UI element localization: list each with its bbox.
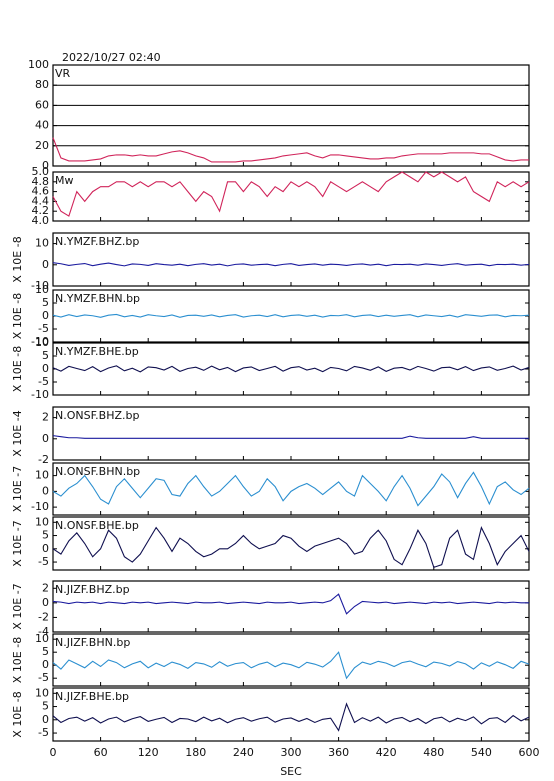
x-tick-label: 600 [519, 746, 540, 759]
y-tick-label: -5 [38, 671, 49, 684]
y-tick-label: 5 [42, 700, 49, 713]
y-tick-label: 2 [42, 581, 49, 594]
y-tick-label: 0 [42, 258, 49, 271]
y-tick-label: 10 [35, 469, 49, 482]
y-tick-label: -10 [31, 388, 49, 401]
y-tick-label: 5 [42, 349, 49, 362]
y-tick-label: 5 [42, 529, 49, 542]
y-axis-label: X 10E -7 [11, 520, 24, 566]
panel-label: N.ONSF.BHN.bp [55, 465, 140, 478]
y-tick-label: -4 [38, 625, 49, 638]
waveform [52, 702, 530, 732]
y-tick-label: -5 [38, 375, 49, 388]
y-tick-label: 5 [42, 296, 49, 309]
y-axis-label: X 10E -7 [11, 583, 24, 629]
x-tick-label: 240 [233, 746, 254, 759]
y-tick-label: -10 [31, 279, 49, 292]
panel-label: N.YMZF.BHN.bp [55, 292, 140, 305]
y-tick-label: 0 [42, 432, 49, 445]
y-tick-label: 100 [28, 58, 49, 71]
x-tick-label: 60 [94, 746, 108, 759]
waveform [52, 365, 530, 373]
y-axis-label: X 10E -7 [11, 466, 24, 512]
panel-label: N.YMZF.BHZ.bp [55, 235, 139, 248]
y-tick-label: -2 [38, 610, 49, 623]
panel-frame [52, 64, 530, 167]
x-tick-label: 300 [281, 746, 302, 759]
y-tick-label: 5.0 [32, 165, 50, 178]
waveform [52, 171, 530, 217]
y-tick-label: 0 [42, 309, 49, 322]
y-tick-label: 10 [35, 336, 49, 349]
waveform [52, 651, 530, 680]
waveform [52, 137, 529, 163]
y-tick-label: 10 [35, 283, 49, 296]
y-tick-label: 0 [42, 713, 49, 726]
x-tick-label: 420 [376, 746, 397, 759]
waveform [52, 593, 529, 615]
y-axis-label: X 10E -8 [11, 293, 24, 339]
panel-label: N.JIZF.BHN.bp [55, 636, 130, 649]
y-tick-label: 10 [35, 237, 49, 250]
y-tick-label: 2 [42, 411, 49, 424]
x-tick-label: 0 [50, 746, 57, 759]
chart-title: 2022/10/27 02:40 [62, 51, 161, 64]
panel-label: N.ONSF.BHZ.bp [55, 409, 139, 422]
y-tick-label: 0 [42, 542, 49, 555]
y-axis-label: X 10E -8 [11, 346, 24, 392]
y-tick-label: 0 [42, 159, 49, 172]
panel-label: N.YMZF.BHE.bp [55, 345, 139, 358]
y-tick-label: 60 [35, 98, 49, 111]
panel-label: N.JIZF.BHE.bp [55, 690, 129, 703]
x-tick-label: 180 [185, 746, 206, 759]
x-tick-label: 360 [328, 746, 349, 759]
y-tick-label: 80 [35, 78, 49, 91]
panel-label: Mw [55, 174, 74, 187]
panel-frame [52, 171, 530, 222]
y-axis-label: X 10E -8 [11, 637, 24, 683]
y-tick-label: 10 [35, 632, 49, 645]
waveform [52, 526, 530, 569]
y-tick-label: 4.4 [32, 194, 50, 207]
y-tick-label: 0 [42, 658, 49, 671]
y-tick-label: -10 [31, 500, 49, 513]
waveform [52, 262, 530, 267]
y-tick-label: -5 [38, 726, 49, 739]
y-axis-label: X 10E -8 [11, 236, 24, 282]
y-tick-label: -5 [38, 555, 49, 568]
y-tick-label: 4.0 [32, 214, 50, 227]
waveform [52, 313, 530, 318]
y-tick-label: 40 [35, 119, 49, 132]
y-tick-label: 20 [35, 139, 49, 152]
y-tick-label: -5 [38, 322, 49, 335]
y-tick-label: 0 [42, 596, 49, 609]
y-tick-label: 4.6 [32, 185, 50, 198]
y-tick-label: 0 [42, 362, 49, 375]
y-tick-label: 5 [42, 645, 49, 658]
x-tick-label: 480 [423, 746, 444, 759]
y-tick-label: 10 [35, 686, 49, 699]
panel-label: N.ONSF.BHE.bp [55, 519, 139, 532]
y-tick-label: 4.8 [32, 175, 50, 188]
y-axis-label: X 10E -8 [11, 691, 24, 737]
waveform [52, 435, 529, 439]
y-tick-label: 10 [35, 515, 49, 528]
y-tick-label: 4.2 [32, 204, 50, 217]
waveform [52, 471, 530, 507]
y-axis-label: X 10E -4 [11, 410, 24, 456]
x-axis-label: SEC [280, 765, 302, 778]
x-tick-label: 540 [471, 746, 492, 759]
y-tick-label: -2 [38, 453, 49, 466]
panel-label: VR [55, 67, 71, 80]
y-tick-label: -10 [31, 335, 49, 348]
panel-label: N.JIZF.BHZ.bp [55, 583, 130, 596]
y-tick-label: 0 [42, 484, 49, 497]
x-tick-label: 120 [138, 746, 159, 759]
